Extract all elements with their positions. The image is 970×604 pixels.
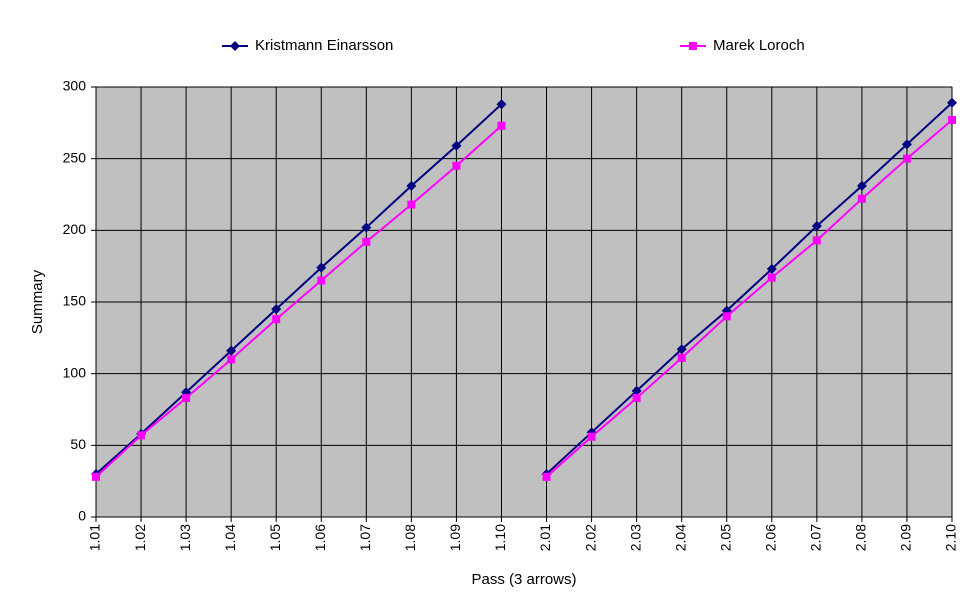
legend-marker	[230, 41, 240, 51]
y-tick-label: 200	[63, 221, 87, 237]
x-tick-label: 1.03	[177, 524, 193, 551]
marker	[226, 345, 237, 356]
x-axis-label: Pass (3 arrows)	[471, 571, 576, 588]
marker	[676, 344, 687, 355]
marker	[766, 264, 777, 275]
series-line	[95, 124, 503, 478]
x-tick-label: 2.04	[672, 524, 688, 551]
y-tick-label: 0	[78, 508, 86, 524]
y-axis-label: Summary	[29, 269, 46, 334]
x-tick-label: 2.06	[762, 524, 778, 551]
x-tick-label: 1.09	[447, 524, 463, 551]
marker	[227, 355, 236, 364]
x-tick-label: 2.10	[943, 524, 959, 551]
marker	[856, 180, 867, 191]
marker	[361, 222, 372, 233]
x-tick-label: 2.02	[582, 524, 598, 551]
marker	[631, 385, 642, 396]
marker	[632, 394, 641, 403]
x-tick-label: 1.07	[357, 524, 373, 551]
series-line	[545, 119, 953, 478]
y-tick-label: 100	[63, 364, 87, 380]
y-tick-label: 300	[63, 78, 87, 94]
marker	[316, 262, 327, 273]
marker	[947, 97, 957, 108]
x-tick-label: 1.02	[132, 524, 148, 551]
x-tick-label: 1.06	[312, 524, 328, 551]
marker	[451, 140, 462, 151]
marker	[182, 394, 191, 403]
x-tick-label: 2.08	[853, 524, 869, 551]
x-tick-label: 1.08	[402, 524, 418, 551]
series-line	[95, 103, 503, 475]
marker	[407, 200, 416, 209]
marker	[92, 472, 100, 481]
marker	[406, 180, 417, 191]
y-tick-label: 50	[70, 436, 86, 452]
y-tick-label: 250	[63, 149, 87, 165]
legend-label: Marek Loroch	[713, 37, 805, 54]
x-tick-label: 1.10	[492, 524, 508, 551]
marker	[722, 312, 731, 321]
marker	[902, 154, 911, 163]
legend-label: Kristmann Einarsson	[255, 37, 393, 54]
marker	[677, 353, 686, 362]
marker	[137, 431, 146, 440]
marker	[272, 315, 281, 324]
x-tick-label: 2.03	[627, 524, 643, 551]
legend-marker	[689, 42, 697, 50]
marker	[317, 276, 326, 285]
x-tick-label: 1.04	[222, 524, 238, 551]
marker	[496, 99, 507, 110]
marker	[948, 115, 956, 124]
x-tick-label: 2.09	[898, 524, 914, 551]
marker	[542, 472, 551, 481]
x-tick-label: 1.05	[267, 524, 283, 551]
marker	[497, 121, 506, 130]
marker	[767, 273, 776, 282]
marker	[857, 194, 866, 203]
x-tick-label: 1.01	[87, 524, 103, 551]
y-tick-label: 150	[63, 293, 87, 309]
marker	[271, 304, 282, 315]
marker	[812, 236, 821, 245]
marker	[901, 139, 912, 150]
series-line	[545, 102, 953, 475]
marker	[587, 432, 596, 441]
x-tick-label: 2.05	[717, 524, 733, 551]
marker	[811, 221, 822, 232]
marker	[452, 161, 461, 170]
x-tick-label: 2.07	[808, 524, 824, 551]
x-tick-label: 2.01	[537, 524, 553, 551]
marker	[362, 237, 371, 246]
